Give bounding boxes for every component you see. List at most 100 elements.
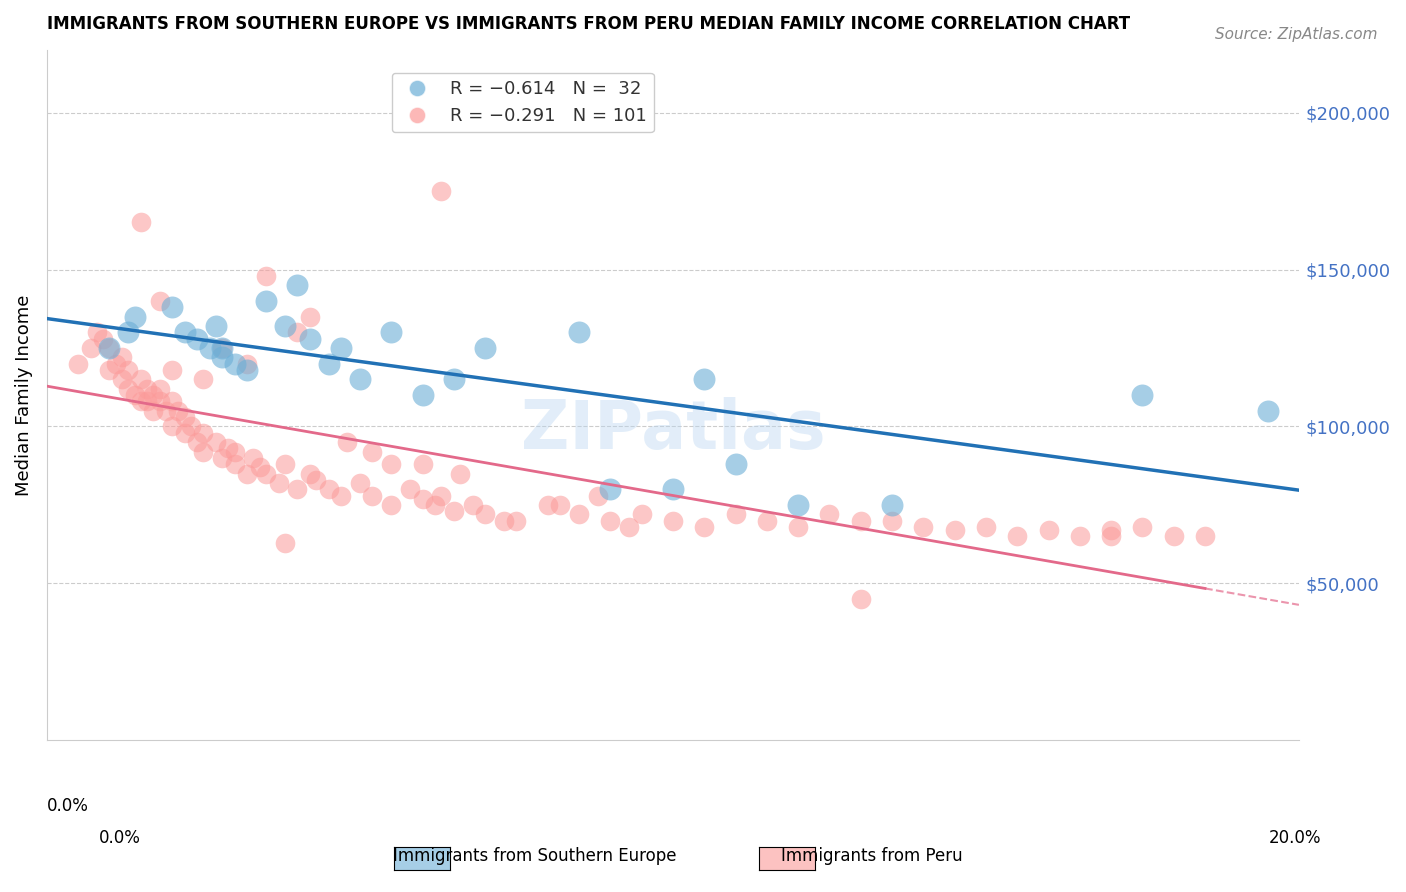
Point	[443, 372, 465, 386]
Point	[111, 351, 134, 365]
Point	[211, 351, 233, 365]
Point	[411, 388, 433, 402]
Point	[461, 498, 484, 512]
Point	[474, 508, 496, 522]
Point	[236, 357, 259, 371]
Point	[86, 326, 108, 340]
Point	[349, 475, 371, 490]
Point	[186, 435, 208, 450]
Text: ZIPatlas: ZIPatlas	[520, 397, 825, 463]
Point	[285, 482, 308, 496]
Point	[91, 332, 114, 346]
Point	[693, 372, 716, 386]
Point	[411, 457, 433, 471]
Point	[724, 457, 747, 471]
Point	[492, 514, 515, 528]
Point	[205, 319, 228, 334]
Point	[298, 467, 321, 481]
Point	[160, 363, 183, 377]
Point	[630, 508, 652, 522]
Point	[330, 341, 353, 355]
Text: Immigrants from Southern Europe: Immigrants from Southern Europe	[392, 847, 676, 865]
Point	[1194, 529, 1216, 543]
Point	[148, 293, 170, 308]
Point	[912, 520, 935, 534]
Point	[361, 444, 384, 458]
Point	[98, 341, 121, 355]
Point	[586, 489, 609, 503]
Point	[142, 404, 165, 418]
Point	[236, 363, 259, 377]
Text: Source: ZipAtlas.com: Source: ZipAtlas.com	[1215, 27, 1378, 42]
Point	[193, 372, 215, 386]
Point	[124, 310, 146, 324]
Point	[1132, 520, 1154, 534]
Point	[430, 489, 453, 503]
Point	[198, 341, 221, 355]
Point	[236, 467, 259, 481]
Point	[136, 394, 159, 409]
Point	[430, 184, 453, 198]
Point	[142, 388, 165, 402]
Point	[173, 326, 195, 340]
Point	[399, 482, 422, 496]
Point	[160, 300, 183, 314]
Point	[1099, 523, 1122, 537]
Point	[224, 457, 246, 471]
Point	[148, 394, 170, 409]
Point	[617, 520, 640, 534]
Point	[193, 444, 215, 458]
Point	[117, 363, 139, 377]
Point	[136, 382, 159, 396]
Point	[330, 489, 353, 503]
Point	[298, 310, 321, 324]
Point	[1099, 529, 1122, 543]
Point	[124, 388, 146, 402]
Point	[224, 357, 246, 371]
Point	[361, 489, 384, 503]
Point	[267, 475, 290, 490]
Point	[274, 535, 297, 549]
Point	[818, 508, 841, 522]
Point	[180, 419, 202, 434]
Point	[98, 341, 121, 355]
Point	[380, 498, 402, 512]
Point	[449, 467, 471, 481]
Point	[849, 592, 872, 607]
Point	[1257, 404, 1279, 418]
Point	[662, 482, 685, 496]
Point	[380, 326, 402, 340]
Text: 0.0%: 0.0%	[46, 797, 89, 815]
Point	[298, 332, 321, 346]
Point	[318, 357, 340, 371]
Point	[662, 514, 685, 528]
Point	[117, 382, 139, 396]
Point	[129, 372, 152, 386]
Point	[1069, 529, 1091, 543]
Point	[98, 363, 121, 377]
Point	[129, 215, 152, 229]
Point	[1163, 529, 1185, 543]
Text: 20.0%: 20.0%	[1270, 830, 1322, 847]
Point	[67, 357, 90, 371]
Point	[211, 450, 233, 465]
Point	[186, 332, 208, 346]
Point	[724, 508, 747, 522]
Point	[285, 326, 308, 340]
Point	[599, 514, 621, 528]
Point	[104, 357, 127, 371]
Text: IMMIGRANTS FROM SOUTHERN EUROPE VS IMMIGRANTS FROM PERU MEDIAN FAMILY INCOME COR: IMMIGRANTS FROM SOUTHERN EUROPE VS IMMIG…	[46, 15, 1130, 33]
Point	[1132, 388, 1154, 402]
Text: Immigrants from Peru: Immigrants from Peru	[780, 847, 963, 865]
Point	[249, 460, 271, 475]
Point	[129, 394, 152, 409]
Point	[1005, 529, 1028, 543]
Point	[1038, 523, 1060, 537]
Point	[254, 268, 277, 283]
Point	[173, 425, 195, 440]
Point	[117, 326, 139, 340]
Point	[537, 498, 560, 512]
Point	[849, 514, 872, 528]
Point	[474, 341, 496, 355]
Point	[336, 435, 359, 450]
